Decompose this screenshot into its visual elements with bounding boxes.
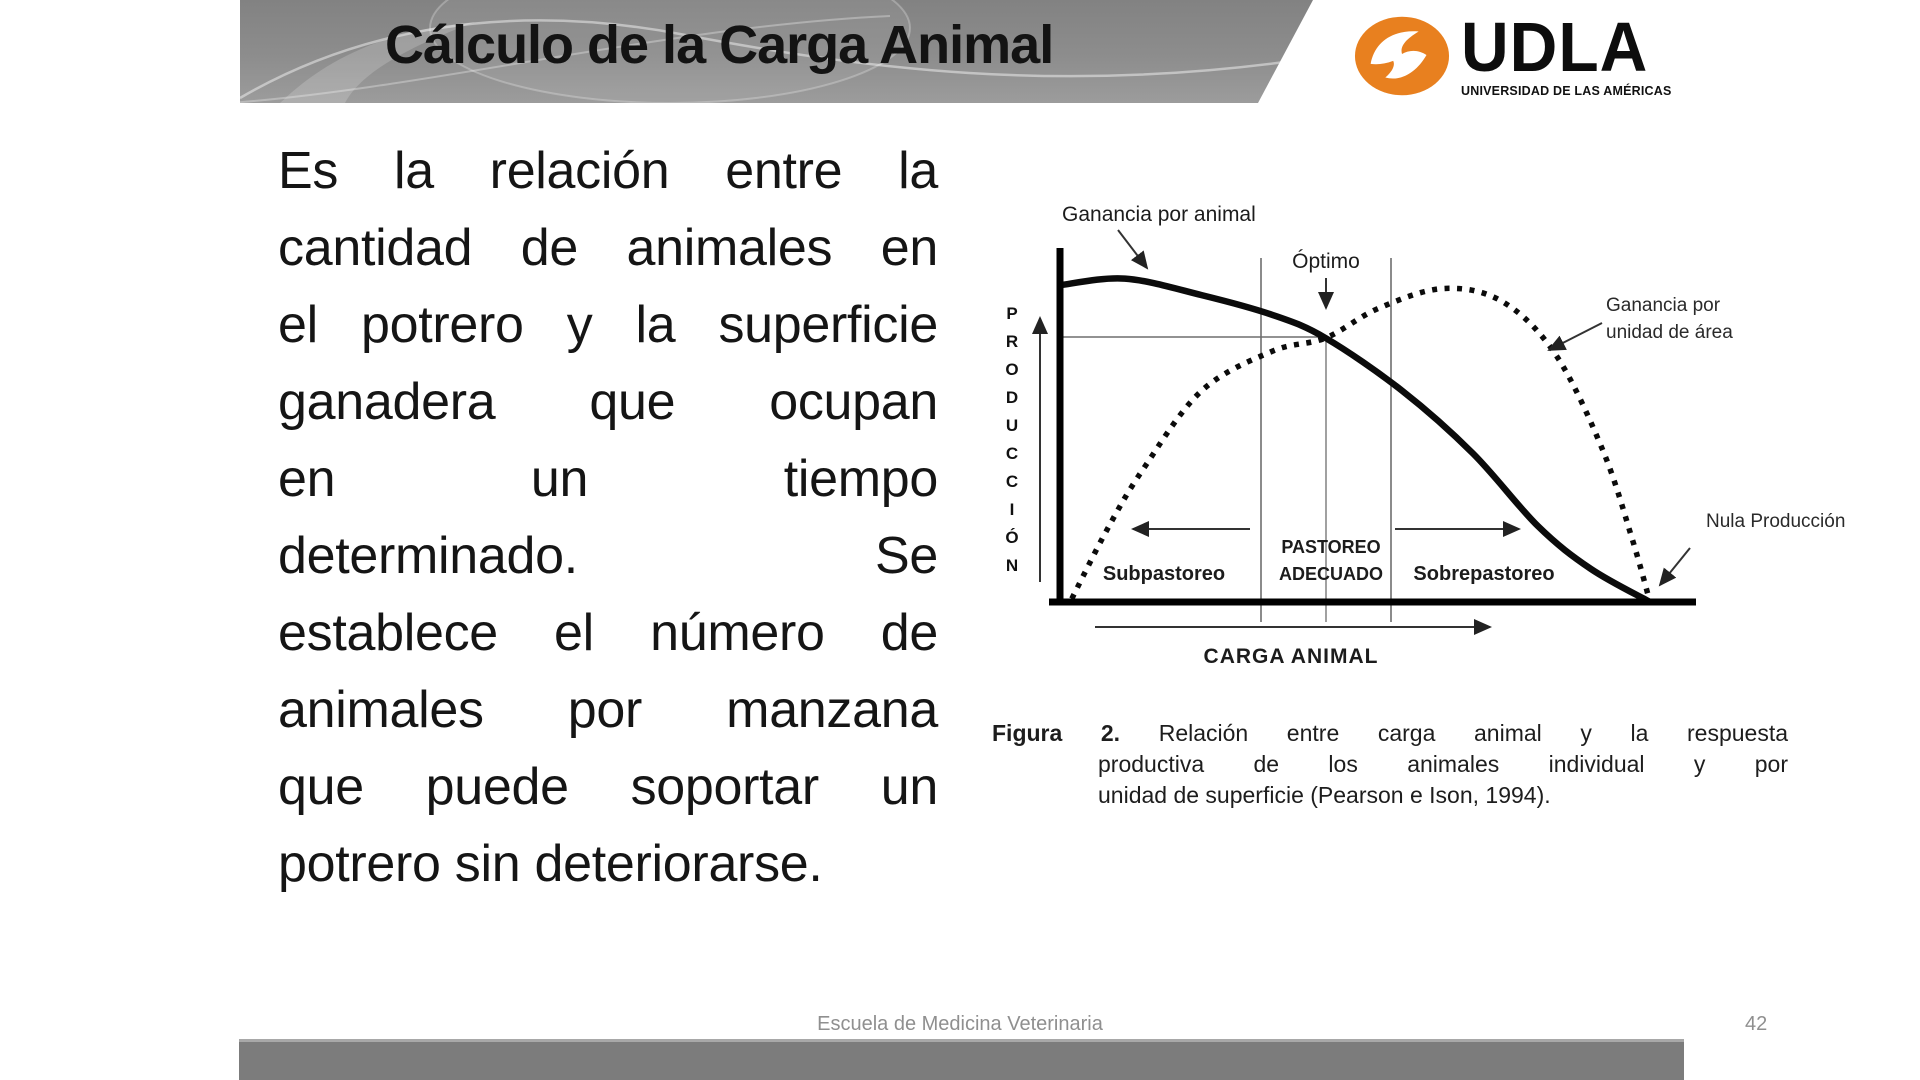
page-number: 42 xyxy=(1745,1013,1768,1035)
subpastoreo-label: Subpastoreo xyxy=(1103,563,1225,585)
udla-logo-mark-icon xyxy=(1354,16,1450,96)
caption-line: Figura 2. Relación entre carga animal y … xyxy=(992,718,1788,749)
figure-caption: Figura 2. Relación entre carga animal y … xyxy=(992,718,1788,811)
bottom-bar xyxy=(239,1039,1684,1080)
paragraph-line: el potrero y la superficie xyxy=(278,296,938,354)
ganancia-animal-label: Ganancia por animal xyxy=(1062,203,1256,226)
logo-subtitle: UNIVERSIDAD DE LAS AMÉRICAS xyxy=(1461,84,1672,98)
pastoreo-label-line2: ADECUADO xyxy=(1279,564,1383,584)
ganancia-area-arrow xyxy=(1547,322,1603,351)
paragraph-line: animales por manzana xyxy=(278,681,938,739)
paragraph-line: en un tiempo xyxy=(278,450,938,508)
footer-school-name: Escuela de Medicina Veterinaria xyxy=(817,1013,1103,1035)
udla-logo: UDLA UNIVERSIDAD DE LAS AMÉRICAS xyxy=(1353,8,1672,98)
page-title: Cálculo de la Carga Animal xyxy=(385,15,1054,75)
body-paragraph: Es la relación entre la cantidad de anim… xyxy=(278,133,938,903)
caption-figure-label: Figura 2. xyxy=(992,720,1121,746)
paragraph-line: Es la relación entre la xyxy=(278,142,938,200)
optimo-label: Óptimo xyxy=(1292,250,1360,273)
nula-produccion-label: Nula Producción xyxy=(1706,511,1846,532)
curve-ganancia-por-animal xyxy=(1056,275,1654,606)
caption-line: productiva de los animales individual y … xyxy=(1098,751,1788,777)
figure-chart: Ganancia por animal Óptimo PASTOREO ADEC… xyxy=(1032,203,1696,668)
logo-wordmark: UDLA xyxy=(1461,8,1649,86)
pastoreo-label-line1: PASTOREO xyxy=(1281,537,1380,557)
paragraph-line: cantidad de animales en xyxy=(278,219,938,277)
ganancia-area-label: Ganancia por unidad de área xyxy=(1606,295,1733,343)
paragraph-line: determinado. Se xyxy=(278,527,938,585)
logo-text-block: UDLA UNIVERSIDAD DE LAS AMÉRICAS xyxy=(1461,8,1672,98)
paragraph-line: ganadera que ocupan xyxy=(278,373,938,431)
sobrepastoreo-label: Sobrepastoreo xyxy=(1413,563,1554,585)
paragraph-line: establece el número de xyxy=(278,604,938,662)
caption-line: unidad de superficie (Pearson e Ison, 19… xyxy=(1098,782,1551,808)
caption-text: Relación entre carga animal y la respues… xyxy=(1158,720,1788,746)
x-axis-label: CARGA ANIMAL xyxy=(1204,645,1379,668)
ganancia-animal-arrow xyxy=(1117,229,1149,270)
nula-produccion-arrow xyxy=(1658,547,1691,587)
header-bar: Cálculo de la Carga Animal xyxy=(240,0,1313,103)
header-swoosh-decoration xyxy=(240,0,1313,103)
paragraph-line: que puede soportar un xyxy=(278,758,938,816)
paragraph-line: potrero sin deteriorarse. xyxy=(278,835,823,893)
